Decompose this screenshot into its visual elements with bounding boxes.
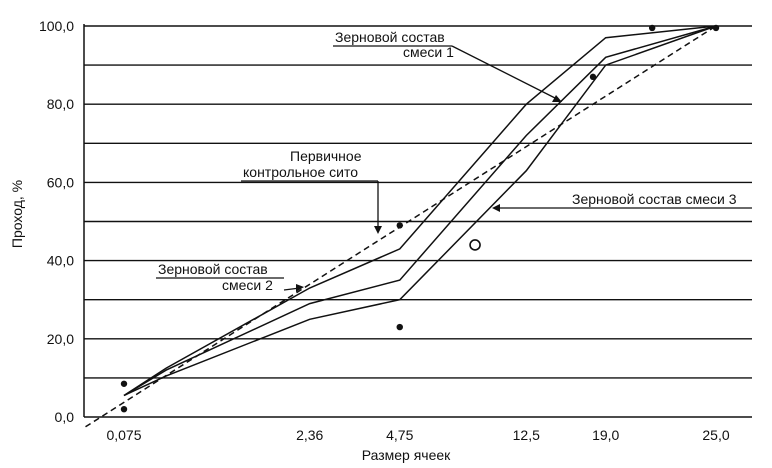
data-dot-2 <box>120 405 128 413</box>
annotation-mix2-line1: Зерновой состав <box>158 261 268 277</box>
x-tick-label-2: 4,75 <box>386 427 413 443</box>
annotation-mix1-line2: смеси 1 <box>403 44 454 60</box>
arrowhead-control <box>374 226 382 234</box>
annotation-control-line1: Первичное <box>290 148 362 164</box>
y-tick-label-3: 60,0 <box>47 174 74 190</box>
data-dot-4 <box>396 323 403 331</box>
annotations: Зерновой состав смеси 1 Первичное контро… <box>156 29 752 293</box>
arrowhead-mix3 <box>492 204 500 212</box>
arrowhead-mix1 <box>552 95 562 102</box>
y-tick-label-1: 20,0 <box>47 331 74 347</box>
series-line-3 <box>123 25 717 397</box>
x-tick-label-4: 19,0 <box>592 427 619 443</box>
y-tick-label-5: 100,0 <box>39 18 74 34</box>
y-tick-label-2: 40,0 <box>47 253 74 269</box>
y-tick-label-0: 0,0 <box>55 409 75 425</box>
series-line-2 <box>123 25 717 397</box>
data-dot-3 <box>396 222 403 229</box>
data-dot-5 <box>589 73 597 81</box>
x-tick-label-0: 0,075 <box>106 427 141 443</box>
annotation-mix3: Зерновой состав смеси 3 <box>572 191 737 207</box>
annotation-control-line2: контрольное сито <box>243 164 358 180</box>
tick-labels: 0,0 20,0 40,0 60,0 80,0 100,0 0,075 2,36 4,75 12,… <box>39 18 730 443</box>
data-dot-7 <box>712 24 720 32</box>
grid-lines <box>83 24 752 418</box>
y-tick-label-4: 80,0 <box>47 96 74 112</box>
annotation-mix1-line1: Зерновой состав <box>335 29 445 45</box>
y-axis-title: Проход, % <box>9 180 25 248</box>
data-dot-1 <box>120 380 128 387</box>
x-tick-label-5: 25,0 <box>702 427 729 443</box>
control-sieve-marker <box>469 239 481 251</box>
arrowhead-mix2 <box>296 284 304 292</box>
x-tick-label-1: 2,36 <box>296 427 323 443</box>
series-line-1 <box>123 25 717 397</box>
data-dot-6 <box>648 24 656 32</box>
x-axis-title: Размер ячеек <box>362 447 451 463</box>
x-tick-label-3: 12,5 <box>513 427 540 443</box>
data-dots <box>120 24 720 413</box>
annotation-mix2-line2: смеси 2 <box>222 277 273 293</box>
leader-mix1-arrow <box>451 45 556 99</box>
